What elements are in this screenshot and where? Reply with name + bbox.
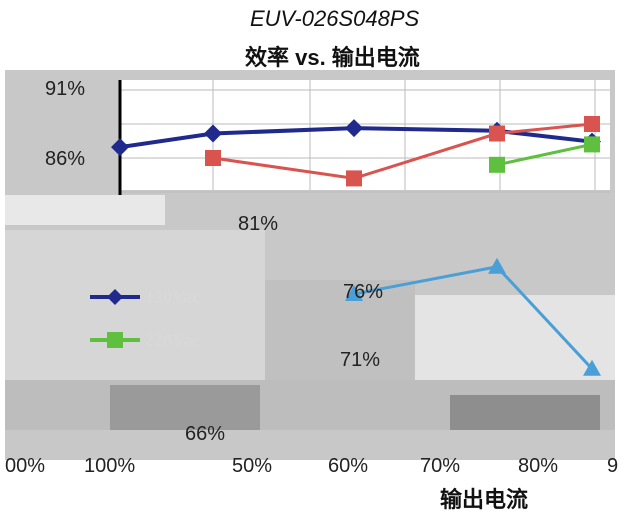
noise-band: [265, 280, 415, 390]
series-line: [212, 122, 593, 180]
data-point: [205, 150, 221, 166]
y-tick-labels: 91% 86% 81% 76% 71% 66%: [45, 78, 383, 445]
series-layer: [111, 116, 601, 376]
x-tick-label: 70%: [420, 455, 460, 477]
x-tick-label: 9: [607, 455, 618, 477]
x-axis-label: 输出电流: [440, 487, 529, 512]
data-point: [584, 116, 600, 132]
x-tick-label: 80%: [518, 455, 558, 477]
data-point: [489, 156, 505, 173]
y-tick-label: 86%: [45, 148, 85, 170]
chart-subtitle: 效率 vs. 输出电流: [245, 45, 420, 70]
x-tick-label: 50%: [232, 455, 272, 477]
legend-label: 220Vac: [145, 330, 200, 350]
y-tick-label: 71%: [340, 349, 380, 371]
data-point: [489, 125, 505, 142]
data-point: [345, 119, 363, 138]
x-tick-labels: 00% 100% 50% 60% 70% 80% 9: [5, 455, 618, 477]
y-tick-label: 76%: [343, 281, 383, 303]
data-point: [204, 124, 222, 143]
data-point: [583, 359, 601, 376]
legend: 120Vac 220Vac: [90, 287, 200, 350]
chart-title: EUV-026S048PS: [250, 6, 420, 31]
x-tick-label: 100%: [84, 455, 135, 477]
data-point: [345, 285, 363, 301]
x-tick-label: 60%: [328, 455, 368, 477]
noise-band: [5, 230, 265, 380]
series-line: [496, 142, 593, 167]
noise-band: [110, 385, 260, 430]
data-point: [488, 257, 506, 274]
noise-band: [5, 195, 165, 225]
x-tick-label: 00%: [5, 455, 45, 477]
data-point: [346, 170, 362, 187]
legend-marker: [107, 332, 123, 348]
noise-band: [450, 395, 600, 430]
y-tick-label: 91%: [45, 78, 85, 100]
y-tick-label: 81%: [238, 213, 278, 235]
legend-label: 120Vac: [145, 287, 200, 307]
data-point: [584, 136, 600, 153]
noise-band: [415, 295, 615, 380]
data-point: [111, 138, 129, 157]
legend-marker: [107, 289, 123, 305]
y-tick-label: 66%: [185, 423, 225, 445]
